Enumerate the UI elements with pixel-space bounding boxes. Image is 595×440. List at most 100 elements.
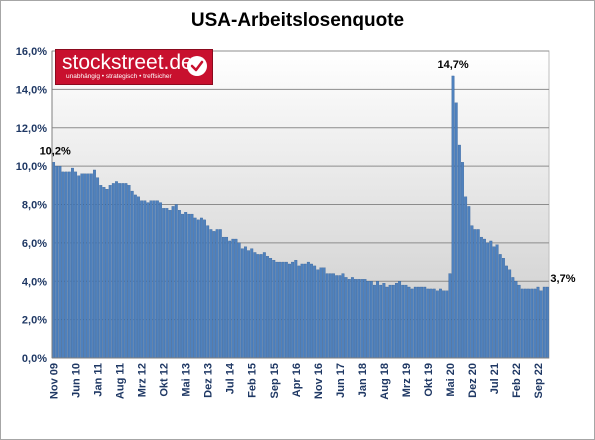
bar xyxy=(118,183,122,359)
bar xyxy=(328,273,332,359)
x-tick-label: Jun 17 xyxy=(335,363,347,398)
bar xyxy=(159,202,162,359)
bar xyxy=(190,213,194,359)
y-tick-label: 0,0% xyxy=(22,353,47,365)
bar xyxy=(162,208,166,359)
x-tick-label: Apr 16 xyxy=(291,363,303,397)
bar xyxy=(93,169,96,359)
bar xyxy=(520,288,524,359)
bar xyxy=(319,267,323,359)
x-tick-label: Jun 10 xyxy=(71,363,83,398)
bar xyxy=(410,288,414,359)
bar xyxy=(332,273,335,359)
bar xyxy=(86,173,90,359)
bar xyxy=(83,173,87,359)
bar xyxy=(225,236,229,359)
bar xyxy=(278,261,282,359)
bar xyxy=(341,273,345,359)
bar xyxy=(206,225,210,359)
x-tick-label: Okt 19 xyxy=(423,363,435,397)
bar xyxy=(105,188,109,359)
bar xyxy=(372,284,376,359)
bar xyxy=(71,167,74,359)
bar xyxy=(322,267,326,359)
bar xyxy=(454,102,458,359)
bar xyxy=(517,284,521,359)
bar xyxy=(445,290,449,359)
bar xyxy=(303,263,307,359)
bar xyxy=(272,259,276,359)
bar xyxy=(102,187,106,359)
bar xyxy=(316,269,320,359)
bar xyxy=(218,229,222,359)
bar xyxy=(155,200,159,359)
stockstreet-logo: stockstreet.de unabhängig • strategisch … xyxy=(55,49,213,85)
y-tick-label: 10,0% xyxy=(16,161,47,173)
bar xyxy=(247,250,251,359)
bar xyxy=(385,286,389,359)
bar xyxy=(256,254,260,359)
bar xyxy=(420,286,424,359)
bar xyxy=(262,252,266,359)
bar xyxy=(363,279,367,359)
bar xyxy=(209,229,213,359)
bar xyxy=(184,212,188,359)
bar xyxy=(407,286,411,359)
bar xyxy=(121,183,125,359)
bar xyxy=(435,290,439,359)
bar xyxy=(489,240,493,359)
bar xyxy=(294,259,298,359)
bar xyxy=(310,263,313,359)
x-tick-label: Jan 11 xyxy=(93,363,105,397)
bar xyxy=(231,238,235,359)
bar xyxy=(234,238,238,359)
bar xyxy=(165,208,169,359)
bar xyxy=(300,263,304,359)
bar xyxy=(379,284,383,359)
logo-wordmark: stockstreet.de xyxy=(62,51,193,74)
x-tick-labels: Nov 09 Jun 10 Jan 11 Aug 11 Mrz 12 Okt 12 Mai … xyxy=(49,362,545,400)
bar xyxy=(55,165,59,359)
x-tick-label: Mai 20 xyxy=(445,363,457,397)
bar xyxy=(96,177,100,359)
bar xyxy=(347,279,351,359)
bar xyxy=(527,288,530,359)
y-tick-label: 2,0% xyxy=(22,315,47,327)
bar xyxy=(89,173,93,359)
data-label: 10,2% xyxy=(40,145,71,157)
x-tick-label: Jan 18 xyxy=(357,363,369,397)
x-tick-label: Feb 15 xyxy=(247,363,259,398)
y-tick-label: 16,0% xyxy=(16,46,47,58)
data-label: 14,7% xyxy=(437,59,468,71)
bar xyxy=(523,288,527,359)
bar xyxy=(313,265,317,359)
x-tick-label: Aug 18 xyxy=(379,363,391,400)
x-tick-label: Nov 16 xyxy=(313,363,325,399)
bar xyxy=(357,279,361,359)
bar xyxy=(52,162,56,359)
x-tick-label: Jul 21 xyxy=(489,363,501,394)
bar xyxy=(174,204,178,359)
bar xyxy=(108,185,112,359)
bar xyxy=(74,171,78,359)
bar xyxy=(115,181,118,359)
bar xyxy=(335,275,339,359)
bar xyxy=(259,254,263,359)
bar xyxy=(325,273,329,359)
bar xyxy=(338,275,342,359)
y-tick-labels: 0,0% 2,0% 4,0% 6,0% 8,0% 10,0% 12,0% 14,0% 16,0% xyxy=(16,46,47,365)
bar xyxy=(388,284,392,359)
data-annotations: 10,2% 14,7% 3,7% xyxy=(40,59,576,285)
bar xyxy=(439,288,442,359)
bar xyxy=(291,261,295,359)
bar xyxy=(457,144,461,359)
bar xyxy=(67,171,71,359)
bar xyxy=(193,217,197,359)
bar xyxy=(244,246,247,359)
bar xyxy=(240,248,244,359)
bar xyxy=(391,284,395,359)
bar xyxy=(461,162,464,359)
bar xyxy=(508,269,512,359)
x-tick-label: Mai 13 xyxy=(181,363,193,397)
